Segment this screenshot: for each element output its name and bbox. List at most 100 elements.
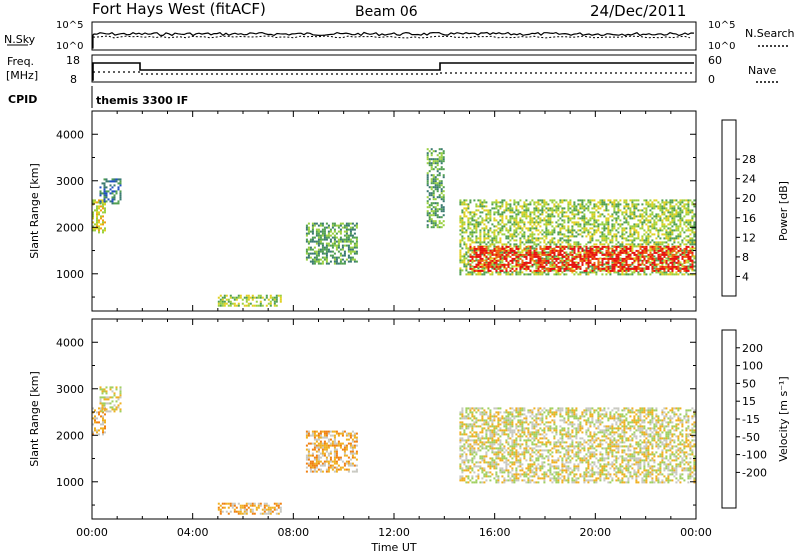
power-cell — [100, 205, 102, 207]
power-cell — [615, 233, 617, 235]
power-cell — [467, 239, 469, 241]
power-cell — [635, 199, 637, 201]
power-cell — [489, 217, 491, 219]
velocity-cell — [461, 423, 463, 425]
power-cell — [509, 233, 511, 235]
power-cell — [535, 237, 537, 239]
power-cell — [547, 215, 549, 217]
power-cell — [635, 225, 637, 227]
power-cell — [593, 213, 595, 215]
power-cell — [689, 237, 691, 239]
power-cell — [531, 211, 533, 213]
power-cell — [511, 273, 513, 275]
power-cell — [104, 178, 106, 180]
power-cell — [559, 273, 561, 275]
power-cell — [492, 266, 494, 268]
velocity-cell — [326, 461, 328, 463]
velocity-cell — [118, 398, 120, 400]
power-cell — [531, 237, 533, 239]
power-cell — [476, 254, 478, 256]
power-cell — [637, 271, 639, 273]
power-cell — [544, 262, 546, 264]
power-cell — [443, 214, 445, 216]
velocity-cell — [467, 439, 469, 441]
power-cell — [517, 271, 519, 273]
power-cell — [318, 233, 320, 235]
power-cell — [594, 264, 596, 266]
velocity-cell — [469, 447, 471, 449]
power-cell — [542, 268, 544, 270]
power-cell — [427, 148, 429, 150]
power-cell — [473, 211, 475, 213]
velocity-cell — [348, 443, 350, 445]
power-cell — [677, 227, 679, 229]
velocity-cell — [352, 455, 354, 457]
power-cell — [515, 235, 517, 237]
power-cell — [645, 241, 647, 243]
power-cell — [661, 271, 663, 273]
power-cell — [563, 227, 565, 229]
power-cell — [433, 182, 435, 184]
power-cell — [326, 247, 328, 249]
power-cell — [524, 256, 526, 258]
power-cell — [681, 219, 683, 221]
power-cell — [344, 263, 346, 265]
power-cell — [482, 252, 484, 254]
power-cell — [473, 215, 475, 217]
velocity-cell — [312, 467, 314, 469]
power-cell — [584, 270, 586, 272]
power-cell — [638, 266, 640, 268]
power-cell — [441, 192, 443, 194]
power-cell — [685, 207, 687, 209]
power-cell — [540, 258, 542, 260]
power-cell — [435, 150, 437, 152]
power-cell — [664, 252, 666, 254]
velocity-cell — [98, 421, 100, 423]
power-cell — [669, 273, 671, 275]
power-cell — [603, 199, 605, 201]
velocity-cell — [260, 503, 262, 505]
power-cell — [246, 301, 248, 303]
power-cell — [520, 258, 522, 260]
power-cell — [459, 253, 461, 255]
velocity-cell — [104, 388, 106, 390]
velocity-cell — [461, 417, 463, 419]
power-cell — [476, 252, 478, 254]
velocity-cell — [308, 455, 310, 457]
power-cell — [326, 245, 328, 247]
power-cell — [479, 239, 481, 241]
power-cell — [690, 250, 692, 252]
velocity-cell — [461, 477, 463, 479]
power-cell — [633, 239, 635, 241]
power-cell — [665, 229, 667, 231]
power-cell — [238, 297, 240, 299]
velocity-cell — [318, 439, 320, 441]
power-cell — [660, 246, 662, 248]
power-cell — [509, 205, 511, 207]
power-cell — [549, 215, 551, 217]
power-cell — [562, 256, 564, 258]
power-cell — [622, 250, 624, 252]
velocity-cell — [312, 443, 314, 445]
power-cell — [595, 221, 597, 223]
power-cell — [336, 237, 338, 239]
velocity-cell — [340, 433, 342, 435]
power-cell — [491, 237, 493, 239]
power-cell — [649, 221, 651, 223]
power-cell — [501, 257, 503, 259]
velocity-cell — [481, 435, 483, 437]
power-cell — [439, 156, 441, 158]
power-cell — [571, 217, 573, 219]
velocity-cell — [320, 443, 322, 445]
power-cell — [653, 243, 655, 245]
velocity-cell — [467, 475, 469, 477]
power-cell — [564, 264, 566, 266]
power-y-tick-label: 4000 — [56, 128, 84, 141]
velocity-cell — [314, 431, 316, 433]
power-cell — [463, 221, 465, 223]
power-cell — [639, 215, 641, 217]
velocity-cell — [96, 431, 98, 433]
power-cell — [500, 256, 502, 258]
power-cell — [475, 203, 477, 205]
power-cell — [523, 225, 525, 227]
